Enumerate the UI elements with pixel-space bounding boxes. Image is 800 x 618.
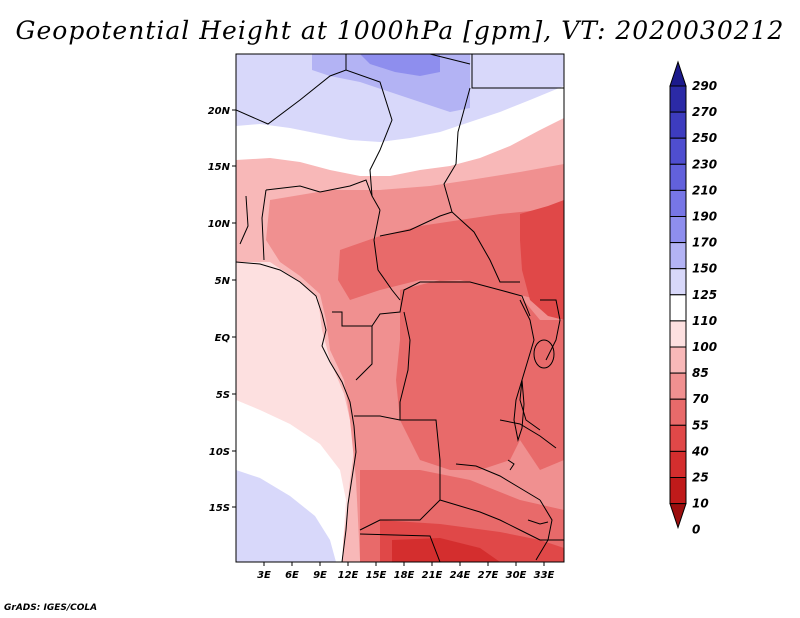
colorbar-swatches [669, 60, 687, 530]
colorbar-swatch [669, 372, 687, 400]
colorbar-swatch [669, 346, 687, 374]
colorbar-swatch [669, 320, 687, 348]
colorbar-swatch [669, 268, 687, 296]
colorbar-label: 270 [692, 105, 717, 119]
colorbar-label: 110 [692, 314, 717, 328]
map-area [236, 54, 564, 562]
lon-label-15e: 15E [366, 570, 387, 581]
colorbar-swatch [669, 294, 687, 322]
colorbar-swatch [669, 85, 687, 113]
colorbar-swatch [669, 189, 687, 217]
colorbar-swatch [669, 450, 687, 478]
lon-label-3e: 3E [257, 570, 271, 581]
east-africa-hot [520, 200, 564, 320]
south-atlantic-lavender [236, 470, 336, 562]
sahel-band [236, 86, 564, 176]
car-warm-belt [338, 206, 564, 300]
colorbar-top-arrow [669, 60, 687, 87]
colorbar-label: 70 [692, 392, 709, 406]
colorbar-label: 55 [692, 418, 709, 432]
lat-label-5n: 5N [215, 276, 231, 287]
colorbar-swatch [669, 137, 687, 165]
colorbar-label: 210 [692, 183, 717, 197]
colorbar: 2902702502302101901701501251101008570554… [669, 60, 717, 537]
congo-basin-warm [396, 280, 540, 470]
lat-label-10n: 10N [208, 219, 231, 230]
lon-label-18e: 18E [394, 570, 415, 581]
colorbar-label: 100 [692, 340, 717, 354]
colorbar-swatch [669, 424, 687, 452]
colorbar-label: 170 [692, 236, 717, 250]
lon-label-33e: 33E [534, 570, 555, 581]
map-frame [235, 53, 565, 563]
colorbar-swatch [669, 163, 687, 191]
colorbar-swatch [669, 242, 687, 270]
lat-label-15s: 15S [209, 503, 230, 514]
latitude-axis: 20N 15N 10N 5N EQ 5S 10S 15S [208, 106, 236, 514]
lat-label-15n: 15N [208, 162, 231, 173]
colorbar-label: 290 [692, 79, 717, 93]
longitude-axis: 3E 6E 9E 12E 15E 18E 21E 24E 27E 30E 33E [257, 562, 555, 581]
colorbar-label: 10 [692, 497, 709, 511]
country-borders [236, 54, 564, 562]
lon-label-21e: 21E [422, 570, 443, 581]
colorbar-swatch [669, 216, 687, 244]
lat-label-20n: 20N [208, 106, 231, 117]
colorbar-label: 0 [692, 523, 700, 537]
colorbar-swatch [669, 477, 687, 505]
map-title: Geopotential Height at 1000hPa [gpm], VT… [15, 16, 785, 45]
colorbar-label: 250 [692, 131, 717, 145]
colorbar-label: 125 [692, 288, 717, 302]
grads-credit: GrADS: IGES/COLA [4, 603, 98, 613]
colorbar-swatch [669, 111, 687, 139]
colorbar-labels: 2902702502302101901701501251101008570554… [691, 79, 717, 537]
great-lakes-warm [516, 320, 564, 470]
colorbar-label: 40 [691, 444, 709, 458]
lat-label-10s: 10S [209, 447, 230, 458]
north-higher-zone [360, 54, 440, 76]
colorbar-swatch [669, 398, 687, 426]
colorbar-label: 230 [692, 157, 717, 171]
lon-label-12e: 12E [338, 570, 359, 581]
lakes [507, 339, 555, 525]
lon-label-24e: 24E [450, 570, 471, 581]
colorbar-label: 85 [692, 366, 709, 380]
lat-label-eq: EQ [215, 333, 231, 344]
lon-label-30e: 30E [506, 570, 527, 581]
lon-label-6e: 6E [285, 570, 299, 581]
lon-label-27e: 27E [478, 570, 499, 581]
lat-label-5s: 5S [216, 390, 230, 401]
lon-label-9e: 9E [313, 570, 327, 581]
colorbar-label: 25 [692, 471, 709, 485]
colorbar-label: 190 [692, 210, 717, 224]
colorbar-bottom-arrow [669, 503, 687, 530]
southern-hottest [392, 538, 500, 562]
colorbar-label: 150 [692, 262, 717, 276]
